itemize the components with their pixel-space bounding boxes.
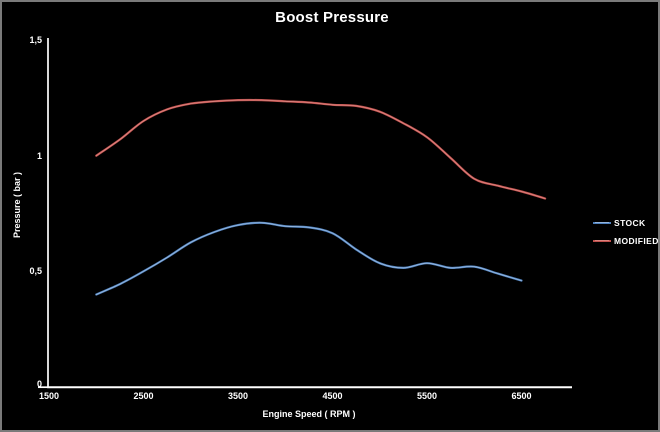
x-tick-label: 4500 — [322, 391, 343, 401]
modified-line — [95, 98, 547, 200]
chart-title: Boost Pressure — [275, 9, 389, 26]
legend-item-stock: STOCK — [593, 214, 658, 232]
x-tick-label: 3500 — [227, 391, 249, 401]
x-tick-label: 2500 — [133, 391, 154, 401]
modified-line-highlight — [95, 99, 546, 199]
y-tick-label: 0 — [36, 379, 42, 389]
series-lines — [95, 98, 547, 296]
modified-legend-label: MODIFIED — [614, 236, 659, 246]
y-axis-title: Pressure ( bar ) — [12, 171, 22, 239]
x-tick-label: 5500 — [416, 391, 438, 401]
y-tick-label: 1,5 — [29, 35, 42, 45]
stock-legend-line-icon — [593, 222, 611, 224]
stock-legend-label: STOCK — [614, 218, 646, 228]
x-tick-label: 6500 — [511, 391, 532, 401]
x-tick-label: 1500 — [38, 391, 60, 401]
legend-item-modified: MODIFIED — [593, 232, 659, 250]
stock-line-highlight — [95, 222, 522, 295]
legend: STOCK MODIFIED — [593, 214, 659, 250]
modified-legend-line-icon — [593, 240, 611, 242]
y-tick-label: 1 — [36, 150, 42, 161]
x-axis-title: Engine Speed ( RPM ) — [262, 409, 356, 419]
stock-line — [95, 221, 523, 296]
y-tick-label: 0,5 — [29, 266, 42, 277]
